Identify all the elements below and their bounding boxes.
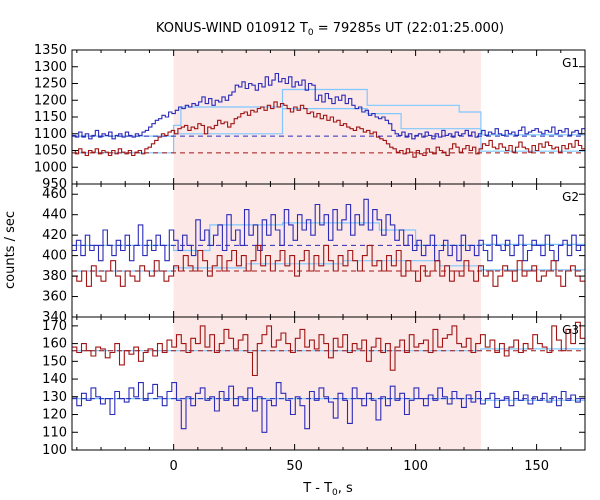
y-tick-label: 170 [42, 319, 67, 334]
y-tick-label: 1350 [34, 43, 67, 58]
fit-line [72, 108, 585, 154]
series-blue [72, 198, 585, 262]
y-tick-label: 1050 [34, 144, 67, 159]
y-axis-label: counts / sec [3, 211, 18, 289]
y-tick-label: 160 [42, 337, 67, 352]
y-tick-label: 380 [42, 269, 67, 284]
series-red [72, 321, 585, 377]
y-tick-label: 130 [42, 390, 67, 405]
y-tick-label: 400 [42, 249, 67, 264]
panel-label: G2 [562, 190, 579, 204]
panel-frame [71, 316, 586, 451]
y-tick-label: 140 [42, 372, 67, 387]
y-tick-label: 1000 [34, 160, 67, 175]
chart-title: KONUS-WIND 010912 T0 = 79285s UT (22:01:… [156, 21, 504, 38]
x-axis-label: T - T0, s [302, 481, 353, 498]
series-red [72, 244, 585, 287]
x-tick-label: 0 [169, 459, 177, 474]
panel-label: G3 [562, 323, 579, 337]
y-tick-label: 100 [42, 443, 67, 458]
y-tick-label: 460 [42, 187, 67, 202]
x-tick-label: 150 [524, 459, 549, 474]
y-tick-label: 1250 [34, 77, 67, 92]
y-tick-label: 440 [42, 208, 67, 223]
y-tick-label: 950 [42, 177, 67, 192]
series-red [72, 101, 585, 158]
series-blue [72, 72, 585, 140]
fit-line [72, 88, 585, 137]
x-tick-label: 50 [286, 459, 303, 474]
y-tick-label: 420 [42, 228, 67, 243]
y-tick-label: 110 [42, 425, 67, 440]
y-tick-label: 120 [42, 408, 67, 423]
x-tick-label: 100 [403, 459, 428, 474]
y-tick-label: 360 [42, 290, 67, 305]
y-tick-label: 1150 [34, 110, 67, 125]
y-tick-label: 1200 [34, 93, 67, 108]
series-blue [72, 382, 585, 433]
y-tick-label: 1300 [34, 60, 67, 75]
y-tick-label: 150 [42, 354, 67, 369]
panel-label: G1 [562, 56, 579, 70]
y-tick-label: 1100 [34, 127, 67, 142]
panel-g3: 100 110 120 130 140 150 160 170 G3 [42, 316, 586, 458]
y-tick-label: 340 [42, 310, 67, 325]
